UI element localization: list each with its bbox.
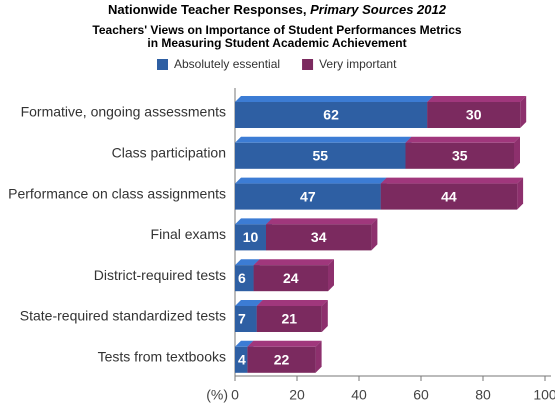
bar (427, 102, 521, 128)
subtitle: Teachers' Views on Importance of Student… (92, 23, 462, 37)
value-label: 21 (281, 311, 297, 327)
value-label: 35 (452, 148, 468, 164)
x-tick-label: 60 (413, 387, 429, 403)
value-label: 44 (441, 188, 457, 204)
bar-top (235, 177, 387, 184)
bar-top (253, 259, 334, 266)
legend-label: Absolutely essential (174, 57, 280, 71)
value-label: 24 (283, 270, 299, 286)
bar-top (427, 96, 527, 102)
subtitle: in Measuring Student Academic Achievemen… (147, 36, 406, 50)
title-main: Nationwide Teacher Responses, (108, 2, 306, 17)
value-label: 6 (238, 270, 246, 286)
bar (380, 183, 518, 210)
x-axis-label: (%) (206, 387, 228, 403)
bar-top (266, 218, 378, 225)
value-label: 55 (312, 148, 328, 164)
bar (235, 306, 257, 332)
bar (235, 346, 248, 373)
bar-top (235, 136, 412, 143)
bar-side (328, 259, 334, 292)
bar (235, 142, 406, 169)
bar (235, 183, 381, 210)
y-tick-label: District-required tests (94, 267, 226, 283)
value-label: 62 (323, 107, 339, 123)
bar (247, 346, 316, 373)
value-label: 47 (300, 188, 316, 204)
y-tick-label: Class participation (112, 145, 226, 161)
value-label: 30 (466, 107, 482, 123)
bar (256, 306, 322, 332)
value-label: 7 (238, 311, 246, 327)
y-tick-label: Final exams (151, 226, 226, 242)
bar-side (517, 177, 524, 210)
value-label: 4 (238, 352, 246, 368)
bar-side (520, 96, 527, 128)
x-tick-label: 40 (351, 387, 367, 403)
bar-top (235, 300, 263, 306)
bar-top (405, 136, 520, 143)
bar-side (371, 218, 378, 251)
bar (253, 265, 328, 292)
legend-swatch (157, 59, 168, 70)
bar-top (235, 259, 260, 266)
bar-side (315, 340, 322, 373)
value-label: 34 (311, 229, 327, 245)
bar-side (514, 136, 520, 169)
legend-swatch (302, 59, 314, 70)
bar (235, 102, 428, 128)
bar (266, 224, 372, 251)
value-label: 10 (243, 229, 259, 245)
x-tick-label: 0 (231, 387, 239, 403)
bar-top (235, 340, 254, 347)
y-tick-label: Formative, ongoing assessments (21, 104, 226, 120)
bar-top (380, 177, 524, 184)
value-label: 22 (274, 352, 290, 368)
x-tick-label: 80 (475, 387, 491, 403)
bar-side (321, 300, 328, 332)
chart-title: Nationwide Teacher Responses, Primary So… (108, 2, 447, 17)
bar-top (256, 300, 328, 306)
y-tick-label: State-required standardized tests (20, 308, 226, 324)
y-tick-label: Performance on class assignments (8, 185, 226, 201)
title-source: Primary Sources 2012 (310, 2, 447, 17)
bar (405, 142, 514, 169)
bar-top (235, 218, 272, 225)
legend-label: Very important (319, 57, 397, 71)
bar-top (247, 340, 322, 347)
y-tick-label: Tests from textbooks (98, 349, 226, 365)
bar (235, 224, 266, 251)
bar-top (235, 96, 434, 102)
x-tick-label: 100 (533, 387, 555, 403)
bar (235, 265, 254, 292)
x-tick-label: 20 (289, 387, 305, 403)
